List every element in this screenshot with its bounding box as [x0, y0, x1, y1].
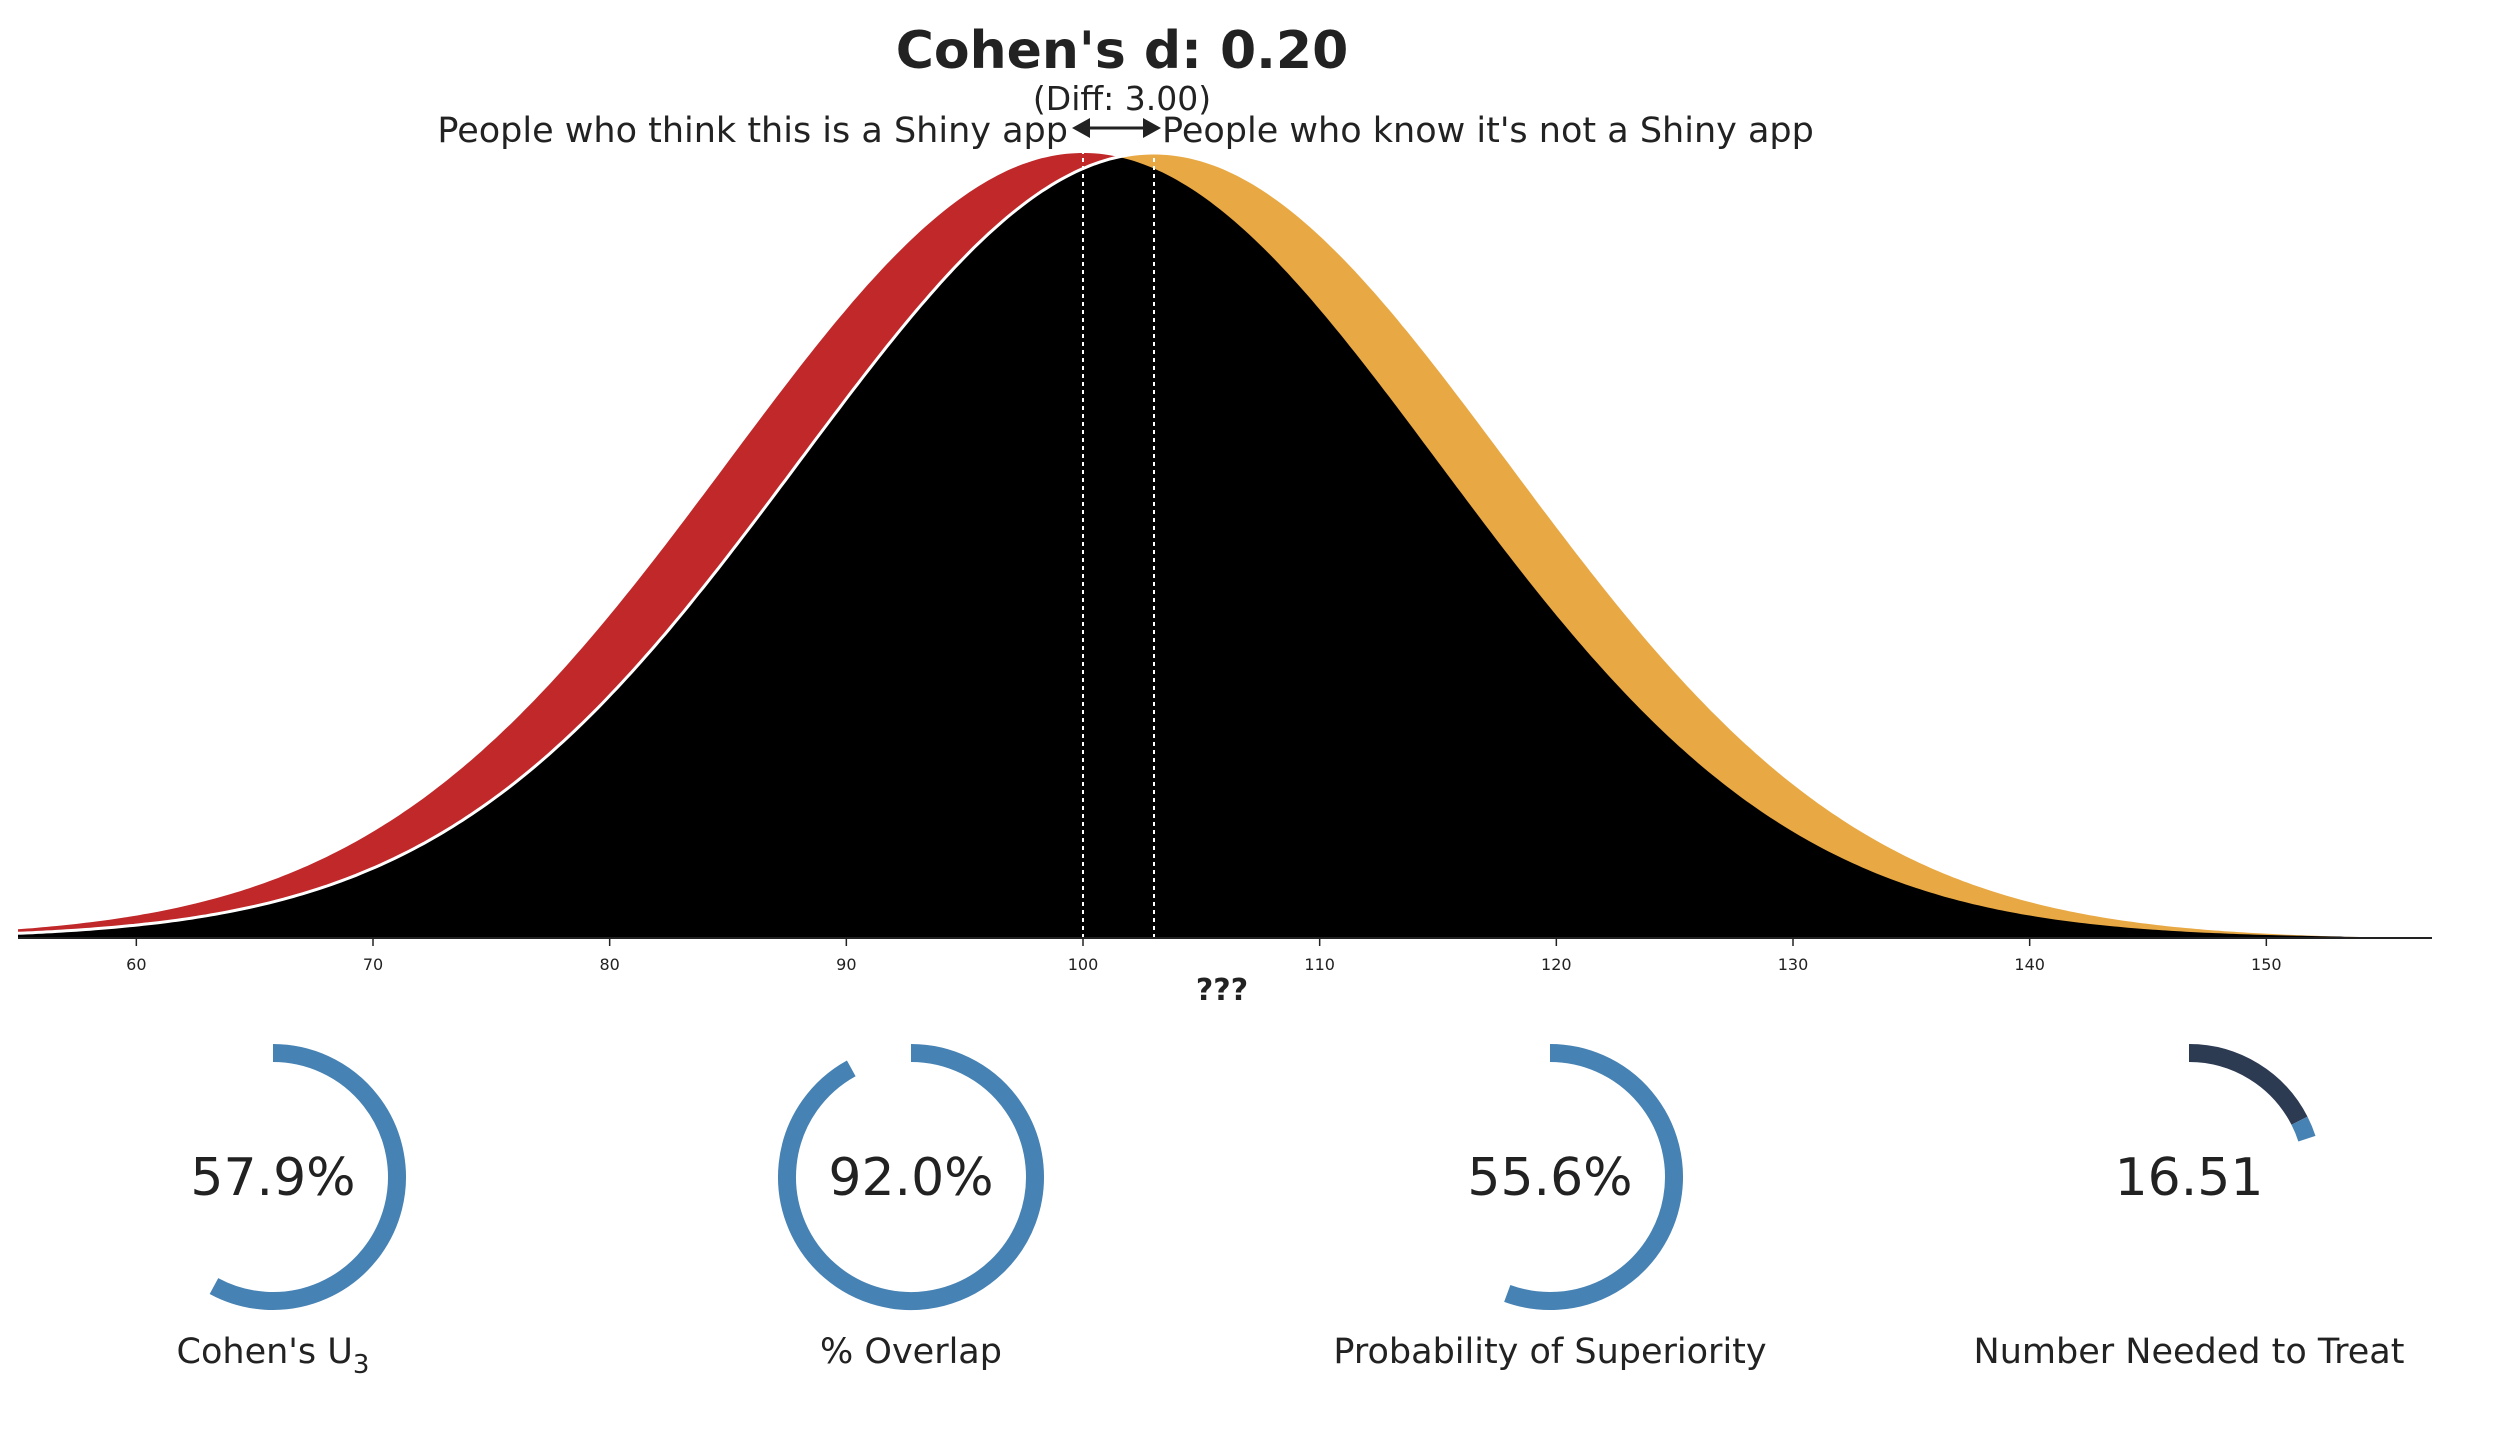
gauge-value: 16.51 [2115, 1148, 2264, 1208]
gauge-value: 57.9% [190, 1148, 355, 1208]
x-axis: 60 70 80 90 100 110 120 130 140 150 [18, 937, 2432, 974]
diff-arrow [1072, 118, 1161, 138]
x-tick-label-90: 90 [836, 955, 856, 974]
gauge-label-text: Number Needed to Treat [1974, 1332, 2405, 1372]
gauge-label-subscript: 3 [353, 1350, 370, 1380]
group-label-left: People who think this is a Shiny app [437, 111, 1068, 151]
gauge-arc [209, 1044, 406, 1310]
gauge-arc [1504, 1044, 1683, 1310]
x-tick-label-150: 150 [2251, 955, 2282, 974]
group-label-right: People who know it's not a Shiny app [1162, 111, 1814, 151]
gauge-2: 92.0% % Overlap [778, 1044, 1044, 1372]
gauge-1: 57.9% Cohen's U3 [177, 1044, 406, 1380]
gauge-value: 55.6% [1467, 1148, 1632, 1208]
x-tick-label-70: 70 [363, 955, 383, 974]
chart-subtitle: (Diff: 3.00) [1033, 79, 1211, 118]
x-tick-label-120: 120 [1541, 955, 1572, 974]
overlap-area [18, 157, 2432, 938]
gauge-label: Probability of Superiority [1333, 1332, 1766, 1372]
x-tick-label-140: 140 [2014, 955, 2045, 974]
gauge-label: Number Needed to Treat [1974, 1332, 2405, 1372]
group2-outline [17, 151, 2433, 939]
gauge-arc [778, 1044, 1044, 1310]
gauge-3: 55.6% Probability of Superiority [1333, 1044, 1767, 1372]
distribution-layer [17, 149, 2433, 939]
gauge-label-text: Probability of Superiority [1333, 1332, 1766, 1372]
chart-title: Cohen's d: 0.20 [896, 21, 1349, 81]
x-tick-label-100: 100 [1068, 955, 1099, 974]
x-tick-label-80: 80 [599, 955, 619, 974]
gauge-label: % Overlap [820, 1332, 1002, 1372]
x-tick-label-110: 110 [1304, 955, 1335, 974]
gauges: 57.9% Cohen's U3 92.0% % Overlap 55.6% Probab… [177, 1044, 2405, 1380]
gauge-4: 16.51 Number Needed to Treat [1974, 1044, 2405, 1372]
gauge-arc [2291, 1116, 2316, 1142]
x-tick-label-60: 60 [126, 955, 146, 974]
gauge-label-text: Cohen's U [177, 1332, 353, 1372]
x-axis-label: ??? [1196, 973, 1248, 1008]
gauge-label-text: % Overlap [820, 1332, 1002, 1372]
gauge-label: Cohen's U3 [177, 1332, 370, 1380]
gauge-arc-dark [2188, 1044, 2308, 1125]
x-tick-label-130: 130 [1778, 955, 1809, 974]
gauge-value: 92.0% [828, 1148, 993, 1208]
